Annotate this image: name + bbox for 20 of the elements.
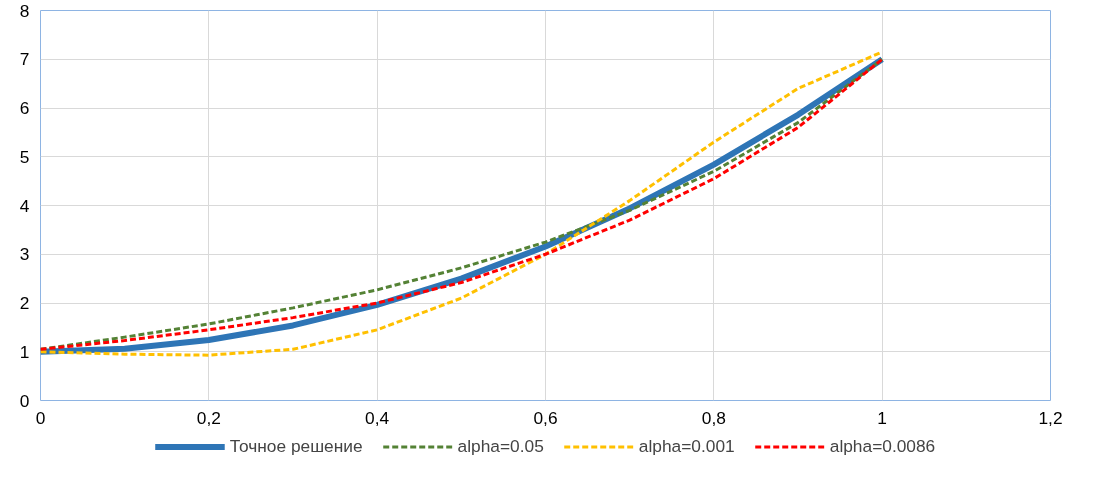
y-tick-label: 7 [19, 49, 30, 70]
y-tick-label: 5 [19, 146, 30, 167]
y-tick-label: 8 [19, 0, 30, 21]
y-tick-label: 4 [19, 195, 30, 216]
y-tick-label: 3 [19, 244, 30, 265]
legend-label: alpha=0.0086 [829, 435, 936, 457]
legend-label: alpha=0.05 [457, 435, 544, 457]
x-tick-label: 0,8 [701, 407, 726, 428]
y-tick-label: 0 [19, 390, 30, 411]
x-tick-label: 0,2 [196, 407, 221, 428]
y-tick-label: 6 [19, 98, 30, 118]
x-tick-label: 0,4 [365, 407, 390, 428]
x-tick-label: 1 [877, 407, 887, 428]
legend-label: Точное решение [229, 435, 363, 457]
x-tick-label: 0 [35, 407, 46, 428]
x-tick-label: 1,2 [1038, 407, 1063, 428]
y-tick-label: 1 [19, 341, 30, 362]
x-tick-label: 0,6 [533, 407, 558, 428]
legend-label: alpha=0.001 [638, 435, 735, 457]
y-tick-label: 2 [19, 293, 30, 313]
